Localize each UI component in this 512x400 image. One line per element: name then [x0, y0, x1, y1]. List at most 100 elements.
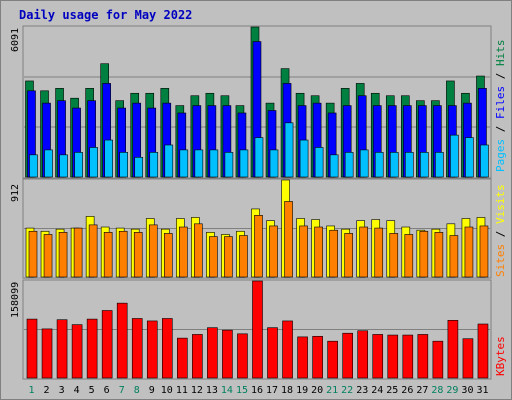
pages-bar [254, 137, 264, 178]
pages-bar [74, 152, 83, 178]
pages-bar [194, 149, 204, 178]
sites-bar [434, 232, 444, 278]
kbytes-bar [237, 333, 248, 379]
pages-bar [329, 154, 339, 178]
sites-bar [299, 225, 308, 278]
x-tick-label: 26 [401, 385, 413, 396]
sites-bar [284, 201, 293, 278]
pages-bar [59, 154, 68, 178]
x-tick-label: 5 [89, 385, 95, 396]
visits-ymax-label: 912 [10, 184, 21, 202]
sites-bar [43, 234, 53, 278]
sites-bar [163, 233, 173, 278]
x-tick-label: 16 [251, 385, 263, 396]
kbytes-bar [267, 327, 278, 379]
sites-bar [239, 235, 248, 278]
pages-bar [450, 134, 459, 178]
sites-bar [314, 226, 323, 278]
legend-part: Hits [494, 40, 507, 67]
kbytes-bar [177, 337, 188, 379]
kbytes-bar [477, 323, 489, 379]
pages-bar [134, 156, 144, 178]
kbytes-bar [282, 320, 293, 379]
kbytes-bar [131, 318, 143, 379]
legend-part: Sites [494, 244, 507, 277]
pages-bar [89, 147, 98, 178]
sites-bar [329, 229, 338, 278]
sites-bar [374, 227, 384, 278]
kbytes-bar [402, 334, 414, 379]
x-tick-label: 29 [446, 385, 458, 396]
x-tick-label: 7 [119, 385, 125, 396]
x-tick-label: 6 [104, 385, 110, 396]
sites-bar [133, 232, 143, 278]
sites-bar [359, 226, 369, 278]
pages-bar [374, 152, 384, 178]
pages-bar [224, 152, 234, 178]
kbytes-bar [116, 302, 128, 379]
sites-bar [404, 234, 414, 278]
bars [25, 26, 489, 379]
pages-bar [179, 149, 189, 178]
sites-bar [88, 224, 98, 278]
x-tick-label: 10 [161, 385, 173, 396]
x-tick-label: 27 [416, 385, 428, 396]
sites-bar [464, 226, 474, 278]
sites-bar [344, 233, 353, 278]
pages-bar [480, 144, 489, 178]
sites-bar [28, 230, 38, 278]
pages-bar [119, 152, 128, 178]
legend-part: Visits [494, 184, 507, 224]
x-tick-label: 12 [191, 385, 203, 396]
x-tick-label: 4 [74, 385, 80, 396]
sites-bar [254, 215, 263, 278]
sites-bar [269, 225, 278, 278]
x-tick-label: 13 [206, 385, 218, 396]
kbytes-panel-legend: KBytes [494, 336, 507, 376]
kbytes-bar [252, 280, 263, 379]
x-tick-label: 11 [176, 385, 188, 396]
kbytes-bar [41, 328, 53, 379]
x-tick-label: 14 [221, 385, 233, 396]
pages-bar [420, 152, 429, 178]
pages-bar [239, 149, 249, 178]
x-tick-label: 24 [371, 385, 383, 396]
kbytes-bar [417, 334, 429, 379]
kbytes-bar [222, 329, 233, 379]
x-tick-label: 19 [296, 385, 308, 396]
pages-bar [465, 137, 474, 178]
legend-part: / [494, 119, 507, 139]
kbytes-bar [447, 320, 459, 379]
hits-panel-legend: Pages / Files / Hits [494, 40, 507, 173]
pages-bar [344, 152, 354, 178]
pages-bar [44, 149, 53, 178]
legend-part: KBytes [494, 336, 507, 376]
sites-bar [58, 232, 68, 278]
sites-bar [103, 232, 113, 278]
x-tick-label: 18 [281, 385, 293, 396]
pages-bar [359, 149, 369, 178]
x-tick-label: 25 [386, 385, 398, 396]
pages-bar [269, 149, 279, 178]
sites-bar [479, 225, 489, 278]
kbytes-bar [71, 324, 83, 379]
legend-part: Files [494, 86, 507, 119]
pages-bar [164, 144, 174, 178]
kbytes-bar [327, 340, 338, 379]
pages-bar [209, 149, 219, 178]
sites-bar [179, 226, 188, 278]
kbytes-ymax-label: 158099 [10, 282, 21, 318]
x-tick-label: 20 [311, 385, 323, 396]
kbytes-bar [26, 318, 38, 379]
kbytes-bar [297, 336, 308, 379]
kbytes-bar [387, 334, 399, 379]
kbytes-bar [312, 335, 323, 379]
sites-bar [209, 236, 218, 278]
x-tick-label: 28 [431, 385, 443, 396]
hits-ymax-label: 6091 [10, 28, 21, 52]
kbytes-bar [372, 334, 384, 379]
x-tick-label: 2 [44, 385, 50, 396]
kbytes-bar [161, 318, 173, 379]
kbytes-bar [146, 320, 158, 379]
